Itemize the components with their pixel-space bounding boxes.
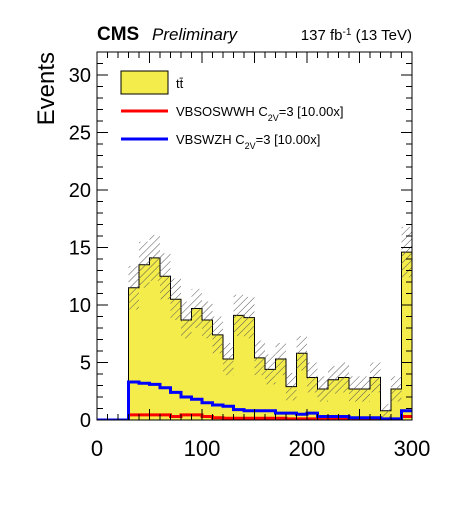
uncertainty-band bbox=[265, 354, 276, 385]
lumi-exponent: -1 bbox=[343, 27, 352, 38]
ttbar-bar bbox=[338, 377, 349, 420]
experiment-label: CMS bbox=[97, 24, 139, 45]
legend-swatch-ttbar bbox=[120, 70, 169, 95]
y-tick-label: 30 bbox=[69, 65, 91, 87]
uncertainty-band bbox=[128, 265, 139, 310]
ttbar-bar bbox=[275, 359, 286, 420]
uncertainty-band bbox=[328, 365, 339, 394]
y-tick-label: 15 bbox=[69, 238, 91, 260]
uncertainty-band bbox=[139, 241, 150, 288]
ttbar-bar bbox=[202, 319, 213, 420]
plot-area bbox=[97, 226, 412, 420]
uncertainty-band bbox=[370, 362, 381, 393]
ttbar-bar bbox=[391, 388, 402, 420]
ttbar-bar bbox=[149, 257, 160, 420]
uncertainty-band bbox=[307, 362, 318, 393]
ttbar-bar bbox=[286, 386, 297, 420]
y-tick-label: 0 bbox=[80, 410, 91, 432]
uncertainty-band bbox=[160, 253, 171, 300]
uncertainty-band bbox=[296, 336, 307, 371]
uncertainty-band bbox=[286, 372, 297, 401]
ttbar-bar bbox=[191, 308, 202, 420]
ttbar-bar bbox=[223, 359, 234, 420]
x-tick-label: 200 bbox=[289, 436, 326, 461]
ttbar-bar bbox=[160, 276, 171, 420]
ttbar-bar bbox=[370, 377, 381, 420]
uncertainty-band bbox=[317, 376, 328, 402]
legend-label-vbswzh: VBSWZH C2V=3 [10.00x] bbox=[176, 132, 320, 151]
uncertainty-band bbox=[244, 296, 255, 339]
uncertainty-band bbox=[359, 376, 370, 402]
y-tick-label: 10 bbox=[69, 295, 91, 317]
uncertainty-band bbox=[223, 342, 234, 376]
ttbar-bar bbox=[128, 287, 139, 420]
uncertainty-band bbox=[149, 234, 160, 281]
x-tick-label: 300 bbox=[394, 436, 431, 461]
x-tick-label: 100 bbox=[184, 436, 221, 461]
ttbar-bar bbox=[296, 353, 307, 420]
legend: tt̄ VBSOSWWH C2V=3 [10.00x] VBSWZH C2V=3 [… bbox=[120, 70, 343, 151]
status-label: Preliminary bbox=[152, 25, 239, 44]
luminosity-label: 137 fb-1 (13 TeV) bbox=[301, 27, 412, 45]
ttbar-bar bbox=[349, 388, 360, 420]
uncertainty-band bbox=[202, 301, 213, 339]
ttbar-bar bbox=[170, 299, 181, 420]
ttbar-bar bbox=[401, 252, 412, 420]
ttbar-bar bbox=[139, 264, 150, 420]
uncertainty-band bbox=[181, 301, 192, 339]
x-tick-label: 0 bbox=[91, 436, 103, 461]
lumi-energy: (13 TeV) bbox=[351, 27, 412, 44]
ttbar-bar bbox=[233, 315, 244, 420]
uncertainty-band bbox=[338, 362, 349, 393]
uncertainty-band bbox=[233, 294, 244, 337]
ttbar-bar bbox=[244, 317, 255, 420]
ttbar-bar bbox=[265, 369, 276, 420]
ttbar-bar bbox=[307, 377, 318, 420]
uncertainty-band bbox=[349, 376, 360, 402]
uncertainty-band bbox=[254, 340, 265, 376]
uncertainty-band bbox=[275, 342, 286, 376]
uncertainty-band bbox=[191, 288, 202, 328]
uncertainty-band bbox=[391, 376, 402, 402]
uncertainty-band bbox=[212, 316, 223, 354]
ttbar-bar bbox=[181, 319, 192, 420]
legend-label-ttbar: tt̄ bbox=[176, 76, 184, 91]
y-tick-label: 25 bbox=[69, 123, 91, 145]
ttbar-bar bbox=[359, 388, 370, 420]
y-tick-label: 5 bbox=[80, 353, 91, 375]
y-axis-label: Events bbox=[33, 52, 60, 125]
ttbar-bar bbox=[212, 334, 223, 420]
uncertainty-band bbox=[170, 278, 181, 320]
ttbar-bar bbox=[317, 388, 328, 420]
uncertainty-band bbox=[380, 403, 391, 418]
lumi-value: 137 fb bbox=[301, 27, 343, 44]
ttbar-bar bbox=[328, 379, 339, 420]
y-tick-label: 20 bbox=[69, 180, 91, 202]
uncertainty-band bbox=[401, 226, 412, 278]
ttbar-bar bbox=[254, 357, 265, 420]
legend-label-vbsoswwh: VBSOSWWH C2V=3 [10.00x] bbox=[176, 104, 343, 123]
